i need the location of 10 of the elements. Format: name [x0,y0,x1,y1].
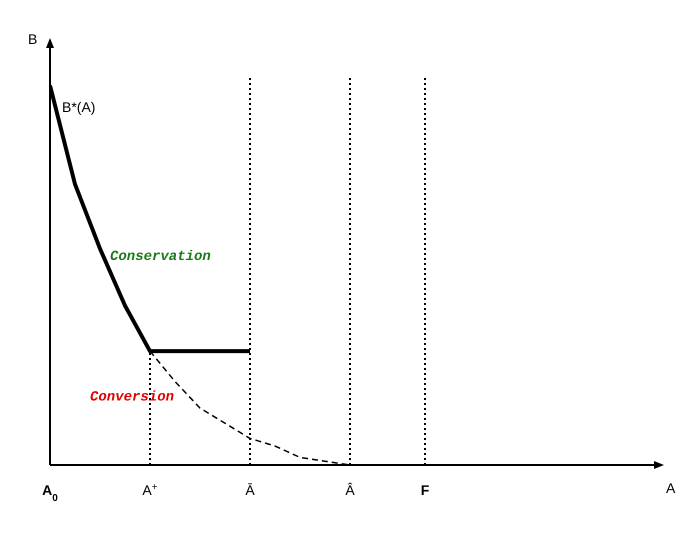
y-axis-title: B [28,31,38,47]
x-tick-label: Â [345,482,356,498]
x-axis-title: A [666,480,676,496]
x-tick-label: Ā [245,482,256,498]
annotation: Conversion [90,389,174,406]
annotation: B*(A) [62,99,96,116]
x-tick-label: A$_{0}$ [42,482,58,504]
x-tick-label: A$^{+}$ [142,482,158,498]
annotation: Conservation [110,249,211,266]
x-tick-label: F [420,482,430,498]
